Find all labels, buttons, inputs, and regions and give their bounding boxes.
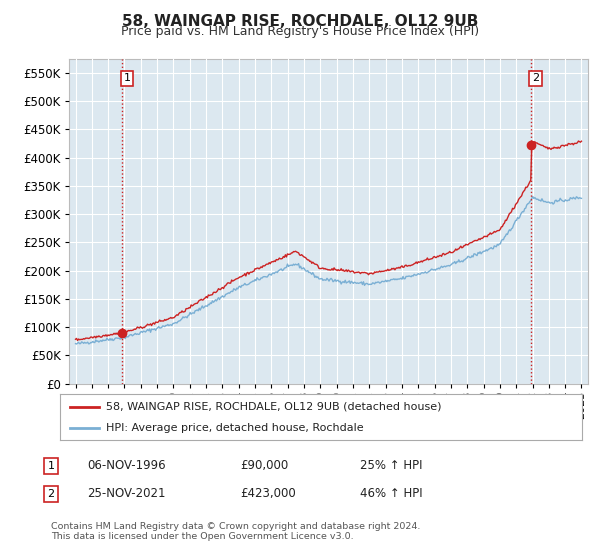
Text: HPI: Average price, detached house, Rochdale: HPI: Average price, detached house, Roch… <box>106 423 364 433</box>
Text: 1: 1 <box>124 73 130 83</box>
Text: 46% ↑ HPI: 46% ↑ HPI <box>360 487 422 501</box>
Text: 58, WAINGAP RISE, ROCHDALE, OL12 9UB (detached house): 58, WAINGAP RISE, ROCHDALE, OL12 9UB (de… <box>106 402 442 412</box>
Text: 25% ↑ HPI: 25% ↑ HPI <box>360 459 422 473</box>
Text: 2: 2 <box>532 73 539 83</box>
Text: £90,000: £90,000 <box>240 459 288 473</box>
Text: Price paid vs. HM Land Registry's House Price Index (HPI): Price paid vs. HM Land Registry's House … <box>121 25 479 38</box>
Text: 1: 1 <box>47 461 55 471</box>
Text: Contains HM Land Registry data © Crown copyright and database right 2024.
This d: Contains HM Land Registry data © Crown c… <box>51 522 421 542</box>
Text: £423,000: £423,000 <box>240 487 296 501</box>
Text: 2: 2 <box>47 489 55 499</box>
Text: 58, WAINGAP RISE, ROCHDALE, OL12 9UB: 58, WAINGAP RISE, ROCHDALE, OL12 9UB <box>122 14 478 29</box>
Text: 06-NOV-1996: 06-NOV-1996 <box>87 459 166 473</box>
Text: 25-NOV-2021: 25-NOV-2021 <box>87 487 166 501</box>
